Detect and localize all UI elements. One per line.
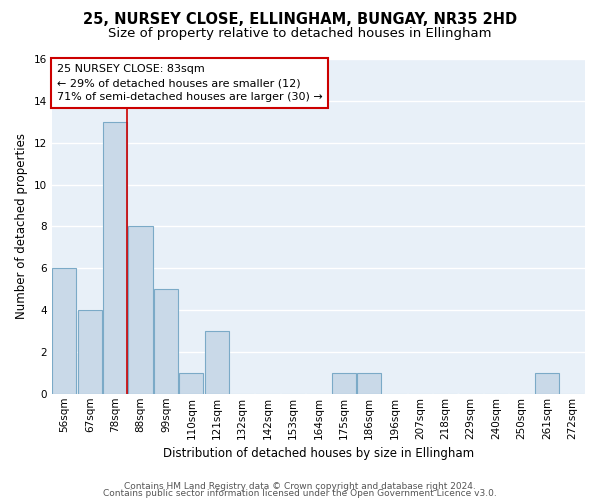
Bar: [154, 289, 178, 394]
Text: Contains HM Land Registry data © Crown copyright and database right 2024.: Contains HM Land Registry data © Crown c…: [124, 482, 476, 491]
Text: 25 NURSEY CLOSE: 83sqm
← 29% of detached houses are smaller (12)
71% of semi-det: 25 NURSEY CLOSE: 83sqm ← 29% of detached…: [57, 64, 323, 102]
Text: 25, NURSEY CLOSE, ELLINGHAM, BUNGAY, NR35 2HD: 25, NURSEY CLOSE, ELLINGHAM, BUNGAY, NR3…: [83, 12, 517, 28]
Bar: [77, 310, 102, 394]
Bar: [332, 373, 356, 394]
Y-axis label: Number of detached properties: Number of detached properties: [15, 134, 28, 320]
Bar: [179, 373, 203, 394]
Text: Contains public sector information licensed under the Open Government Licence v3: Contains public sector information licen…: [103, 489, 497, 498]
Bar: [205, 331, 229, 394]
X-axis label: Distribution of detached houses by size in Ellingham: Distribution of detached houses by size …: [163, 447, 474, 460]
Text: Size of property relative to detached houses in Ellingham: Size of property relative to detached ho…: [108, 28, 492, 40]
Bar: [128, 226, 152, 394]
Bar: [52, 268, 76, 394]
Bar: [357, 373, 381, 394]
Bar: [103, 122, 127, 394]
Bar: [535, 373, 559, 394]
